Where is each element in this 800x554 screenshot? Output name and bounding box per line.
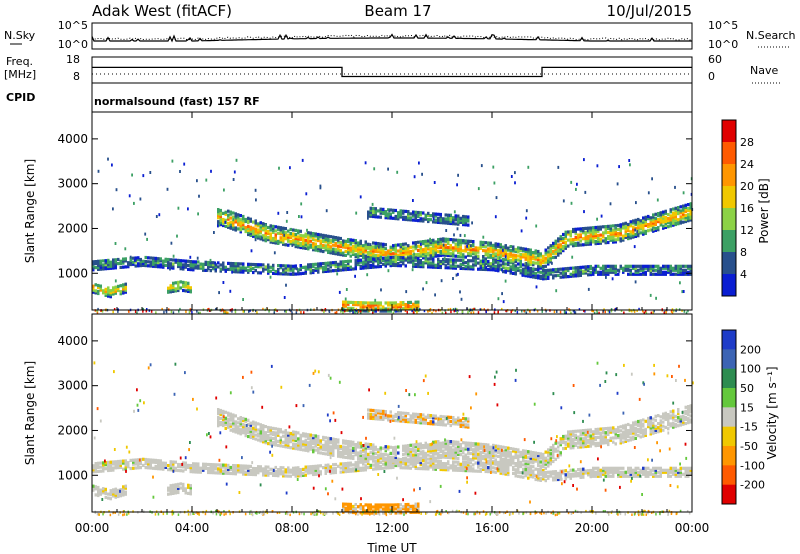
colorbar-swatch (722, 120, 736, 143)
colorbar-swatch (722, 230, 736, 253)
colorbar-swatch (722, 484, 736, 505)
nave-tick-bottom: 0 (708, 70, 715, 83)
colorbar-tick-label: 20 (740, 180, 754, 193)
time-tick-label: 04:00 (175, 521, 210, 535)
freq-label-2: [MHz] (4, 68, 36, 81)
colorbar-swatch (722, 252, 736, 275)
range-tick-label: 1000 (57, 468, 88, 482)
colorbar-tick-label: 200 (740, 343, 761, 356)
colorbar-swatch (722, 349, 736, 369)
range-tick-label: 2000 (57, 423, 88, 437)
velocity-colorbar: 200 100 50 15 -15 -50 -100 -200 (721, 329, 765, 505)
time-tick-label: 00:00 (75, 521, 110, 535)
colorbar-tick-label: 16 (740, 202, 754, 215)
noise-right-tick-top: 10^5 (708, 19, 738, 32)
colorbar-tick-label: -100 (740, 459, 765, 472)
range-tick-label: 4000 (57, 334, 88, 348)
nave-label: Nave (750, 64, 778, 77)
time-tick-label: 00:00 (675, 521, 710, 535)
noise-sky-line (91, 33, 692, 43)
power-colorbar-label: Power [dB] (757, 178, 771, 243)
colorbar-tick-label: 50 (740, 382, 754, 395)
cpid-label: CPID (6, 91, 35, 104)
noise-right-tick-bottom: 10^0 (708, 38, 738, 51)
time-tick-label: 20:00 (575, 521, 610, 535)
noise-right-label: N.Search (746, 29, 796, 42)
colorbar-tick-label: 4 (740, 268, 747, 281)
noise-left-tick-top: 10^5 (58, 19, 88, 32)
colorbar-tick-label: -15 (740, 421, 758, 434)
freq-tick-bottom: 8 (73, 70, 80, 83)
colorbar-tick-label: 28 (740, 136, 754, 149)
time-axis: 00:00 04:00 08:00 12:00 16:00 20:00 00:00 (75, 112, 710, 535)
range-tick-label: 1000 (57, 266, 88, 280)
cpid-panel: CPID normalsound (fast) 157 RF (6, 83, 693, 112)
colorbar-tick-label: -50 (740, 440, 758, 453)
colorbar-swatch (722, 446, 736, 466)
colorbar-tick-label: 15 (740, 401, 754, 414)
colorbar-swatch (722, 368, 736, 389)
nave-tick-top: 60 (708, 53, 722, 66)
colorbar-tick-label: 8 (740, 246, 747, 259)
power-panel: 4000 3000 2000 1000 Slant Range [km] 28 24 20… (23, 111, 771, 315)
frequency-line (92, 66, 692, 78)
date-title: 10/Jul/2015 (607, 2, 692, 20)
time-tick-label: 08:00 (275, 521, 310, 535)
velocity-y-label: Slant Range [km] (23, 361, 37, 465)
range-tick-label: 3000 (57, 177, 88, 191)
colorbar-tick-label: 12 (740, 224, 754, 237)
radar-title: Adak West (fitACF) (92, 2, 232, 20)
range-tick-label: 4000 (57, 132, 88, 146)
colorbar-swatch (722, 208, 736, 231)
colorbar-tick-label: 24 (740, 158, 754, 171)
colorbar-swatch (722, 426, 736, 447)
colorbar-swatch (722, 407, 736, 427)
range-tick-label: 2000 (57, 221, 88, 235)
velocity-colorbar-label: Velocity [m s⁻¹] (765, 366, 779, 459)
freq-panel: Freq. [MHz] 18 8 60 0 Nave (4, 53, 782, 84)
colorbar-tick-label: -200 (740, 479, 765, 492)
power-y-label: Slant Range [km] (23, 159, 37, 263)
velocity-panel: 4000 3000 2000 1000 Slant Range [km] 200 100… (23, 313, 779, 517)
colorbar-swatch (722, 465, 736, 485)
colorbar-swatch (722, 142, 736, 165)
velocity-echo-cells (92, 361, 694, 517)
beam-title: Beam 17 (364, 2, 431, 20)
range-tick-label: 3000 (57, 379, 88, 393)
noise-search-line (91, 34, 693, 41)
power-colorbar: 28 24 20 16 12 8 4 (721, 119, 754, 297)
colorbar-swatch (722, 164, 736, 187)
time-tick-label: 12:00 (375, 521, 410, 535)
noise-left-label: N.Sky (4, 29, 36, 42)
time-tick-label: 16:00 (475, 521, 510, 535)
colorbar-tick-label: 100 (740, 363, 761, 376)
colorbar-swatch (722, 274, 736, 297)
power-echo-cells (92, 157, 694, 315)
noise-left-tick-bottom: 10^0 (58, 38, 88, 51)
time-axis-label: Time UT (366, 541, 417, 554)
freq-tick-top: 18 (66, 53, 80, 66)
freq-label-1: Freq. (6, 55, 33, 68)
colorbar-swatch (722, 186, 736, 209)
noise-panel: N.Sky 10^5 10^0 10^5 10^0 N.Search (4, 19, 796, 51)
cpid-text: normalsound (fast) 157 RF (94, 95, 260, 108)
colorbar-swatch (722, 330, 736, 350)
colorbar-swatch (722, 388, 736, 408)
